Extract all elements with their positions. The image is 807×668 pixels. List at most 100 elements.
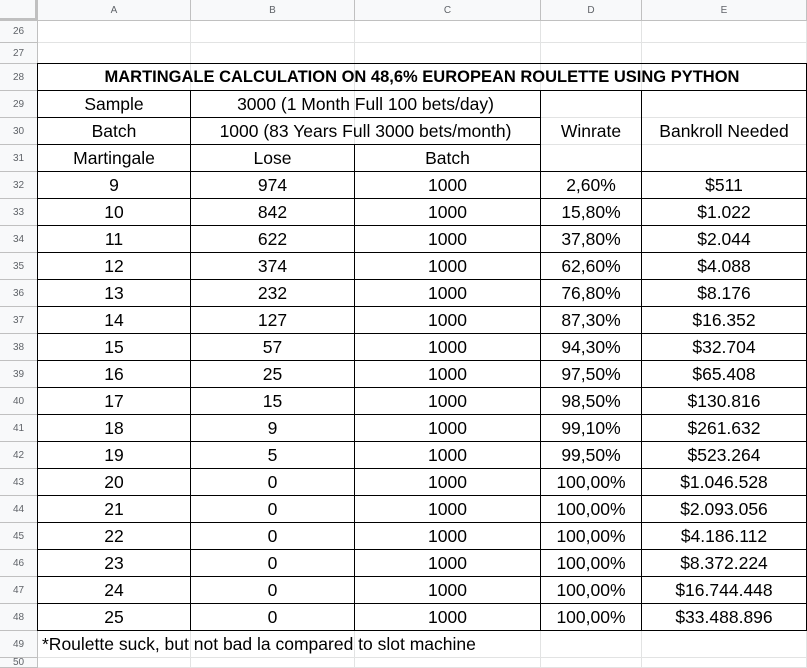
batch-cell[interactable]: 1000	[354, 441, 541, 469]
batch-cell[interactable]: 1000	[354, 198, 541, 226]
row-header-28[interactable]: 28	[0, 64, 38, 91]
footnote-cell[interactable]: *Roulette suck, but not bad la compared …	[42, 634, 476, 654]
sample-label[interactable]: Sample	[37, 90, 191, 118]
winrate-header[interactable]: Winrate	[540, 90, 642, 172]
bankroll-cell[interactable]: $2.093.056	[641, 495, 807, 523]
bankroll-cell[interactable]: $511	[641, 171, 807, 199]
bankroll-cell[interactable]: $33.488.896	[641, 603, 807, 631]
sample-value[interactable]: 3000 (1 Month Full 100 bets/day)	[190, 90, 541, 118]
select-all-corner[interactable]	[0, 0, 38, 21]
martingale-cell[interactable]: 11	[37, 225, 191, 253]
batch-cell[interactable]: 1000	[354, 225, 541, 253]
bankroll-cell[interactable]: $261.632	[641, 414, 807, 442]
martingale-cell[interactable]: 23	[37, 549, 191, 577]
winrate-cell[interactable]: 100,00%	[540, 576, 642, 604]
winrate-cell[interactable]: 37,80%	[540, 225, 642, 253]
martingale-cell[interactable]: 9	[37, 171, 191, 199]
martingale-cell[interactable]: 15	[37, 333, 191, 361]
lose-cell[interactable]: 232	[190, 279, 355, 307]
row-header-42[interactable]: 42	[0, 442, 38, 469]
winrate-cell[interactable]: 98,50%	[540, 387, 642, 415]
winrate-cell[interactable]: 100,00%	[540, 495, 642, 523]
batch-cell[interactable]: 1000	[354, 387, 541, 415]
martingale-cell[interactable]: 14	[37, 306, 191, 334]
bankroll-header[interactable]: Bankroll Needed	[641, 90, 807, 172]
batch-value[interactable]: 1000 (83 Years Full 3000 bets/month)	[190, 117, 541, 145]
martingale-cell[interactable]: 18	[37, 414, 191, 442]
title-cell[interactable]: MARTINGALE CALCULATION ON 48,6% EUROPEAN…	[37, 63, 807, 91]
winrate-cell[interactable]: 62,60%	[540, 252, 642, 280]
lose-cell[interactable]: 0	[190, 495, 355, 523]
bankroll-cell[interactable]: $16.352	[641, 306, 807, 334]
row-header-30[interactable]: 30	[0, 118, 38, 145]
row-header-47[interactable]: 47	[0, 577, 38, 604]
lose-cell[interactable]: 622	[190, 225, 355, 253]
lose-cell[interactable]: 0	[190, 522, 355, 550]
row-header-35[interactable]: 35	[0, 253, 38, 280]
row-header-27[interactable]: 27	[0, 43, 38, 64]
batch-cell[interactable]: 1000	[354, 468, 541, 496]
batch-cell[interactable]: 1000	[354, 549, 541, 577]
lose-header[interactable]: Lose	[190, 144, 355, 172]
martingale-cell[interactable]: 10	[37, 198, 191, 226]
batch-cell[interactable]: 1000	[354, 360, 541, 388]
martingale-header[interactable]: Martingale	[37, 144, 191, 172]
martingale-cell[interactable]: 19	[37, 441, 191, 469]
batch-label[interactable]: Batch	[37, 117, 191, 145]
row-header-36[interactable]: 36	[0, 280, 38, 307]
winrate-cell[interactable]: 100,00%	[540, 468, 642, 496]
row-header-48[interactable]: 48	[0, 604, 38, 631]
bankroll-cell[interactable]: $4.186.112	[641, 522, 807, 550]
winrate-cell[interactable]: 100,00%	[540, 549, 642, 577]
column-header-e[interactable]: E	[642, 0, 807, 21]
lose-cell[interactable]: 0	[190, 549, 355, 577]
batch-cell[interactable]: 1000	[354, 576, 541, 604]
bankroll-cell[interactable]: $523.264	[641, 441, 807, 469]
lose-cell[interactable]: 974	[190, 171, 355, 199]
batch-cell[interactable]: 1000	[354, 279, 541, 307]
bankroll-cell[interactable]: $32.704	[641, 333, 807, 361]
lose-cell[interactable]: 0	[190, 603, 355, 631]
column-header-d[interactable]: D	[541, 0, 642, 21]
lose-cell[interactable]: 842	[190, 198, 355, 226]
row-header-29[interactable]: 29	[0, 91, 38, 118]
lose-cell[interactable]: 9	[190, 414, 355, 442]
bankroll-cell[interactable]: $4.088	[641, 252, 807, 280]
bankroll-cell[interactable]: $8.372.224	[641, 549, 807, 577]
lose-cell[interactable]: 57	[190, 333, 355, 361]
bankroll-cell[interactable]: $1.022	[641, 198, 807, 226]
bankroll-cell[interactable]: $16.744.448	[641, 576, 807, 604]
winrate-cell[interactable]: 2,60%	[540, 171, 642, 199]
batch-cell[interactable]: 1000	[354, 252, 541, 280]
batch-cell[interactable]: 1000	[354, 333, 541, 361]
row-header-40[interactable]: 40	[0, 388, 38, 415]
batch-cell[interactable]: 1000	[354, 171, 541, 199]
winrate-cell[interactable]: 76,80%	[540, 279, 642, 307]
winrate-cell[interactable]: 97,50%	[540, 360, 642, 388]
row-header-44[interactable]: 44	[0, 496, 38, 523]
batch-cell[interactable]: 1000	[354, 522, 541, 550]
column-header-c[interactable]: C	[355, 0, 541, 21]
row-header-50[interactable]: 50	[0, 657, 38, 668]
row-header-31[interactable]: 31	[0, 145, 38, 172]
bankroll-cell[interactable]: $65.408	[641, 360, 807, 388]
winrate-cell[interactable]: 99,10%	[540, 414, 642, 442]
row-header-34[interactable]: 34	[0, 226, 38, 253]
winrate-cell[interactable]: 94,30%	[540, 333, 642, 361]
bankroll-cell[interactable]: $1.046.528	[641, 468, 807, 496]
martingale-cell[interactable]: 22	[37, 522, 191, 550]
row-header-26[interactable]: 26	[0, 21, 38, 43]
bankroll-cell[interactable]: $2.044	[641, 225, 807, 253]
batch-cell[interactable]: 1000	[354, 306, 541, 334]
batch-cell[interactable]: 1000	[354, 495, 541, 523]
batch-cell[interactable]: 1000	[354, 603, 541, 631]
martingale-cell[interactable]: 16	[37, 360, 191, 388]
row-header-37[interactable]: 37	[0, 307, 38, 334]
lose-cell[interactable]: 25	[190, 360, 355, 388]
martingale-cell[interactable]: 25	[37, 603, 191, 631]
row-header-38[interactable]: 38	[0, 334, 38, 361]
lose-cell[interactable]: 0	[190, 576, 355, 604]
batch-cell[interactable]: 1000	[354, 414, 541, 442]
winrate-cell[interactable]: 99,50%	[540, 441, 642, 469]
martingale-cell[interactable]: 24	[37, 576, 191, 604]
